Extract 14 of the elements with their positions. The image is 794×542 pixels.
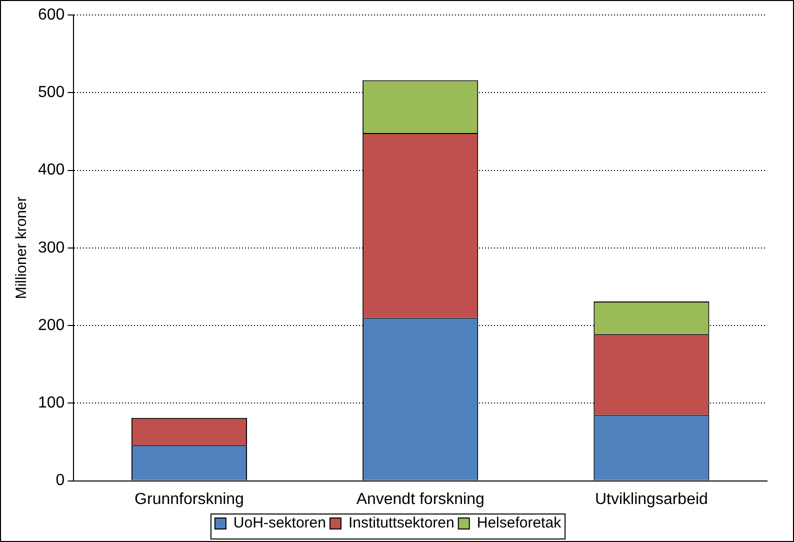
x-tick-label: Anvendt forskning <box>356 490 484 508</box>
y-tick-label: 500 <box>38 84 65 102</box>
y-tick-label: 200 <box>38 316 65 334</box>
y-tick-label: 600 <box>38 6 65 24</box>
x-tick-label: Utviklingsarbeid <box>594 490 708 508</box>
y-tick-label: 0 <box>56 472 65 490</box>
legend-label: Instituttsektoren <box>348 514 454 532</box>
legend-label: Helseforetak <box>476 514 562 532</box>
y-tick-label: 100 <box>38 394 65 412</box>
x-tick-label: Grunnforskning <box>134 490 244 508</box>
y-tick-label: 300 <box>38 239 65 256</box>
y-tick-label: 400 <box>38 162 65 179</box>
y-axis-title: Millioner kroner <box>13 196 30 300</box>
legend-label: UoH-sektoren <box>233 514 326 532</box>
